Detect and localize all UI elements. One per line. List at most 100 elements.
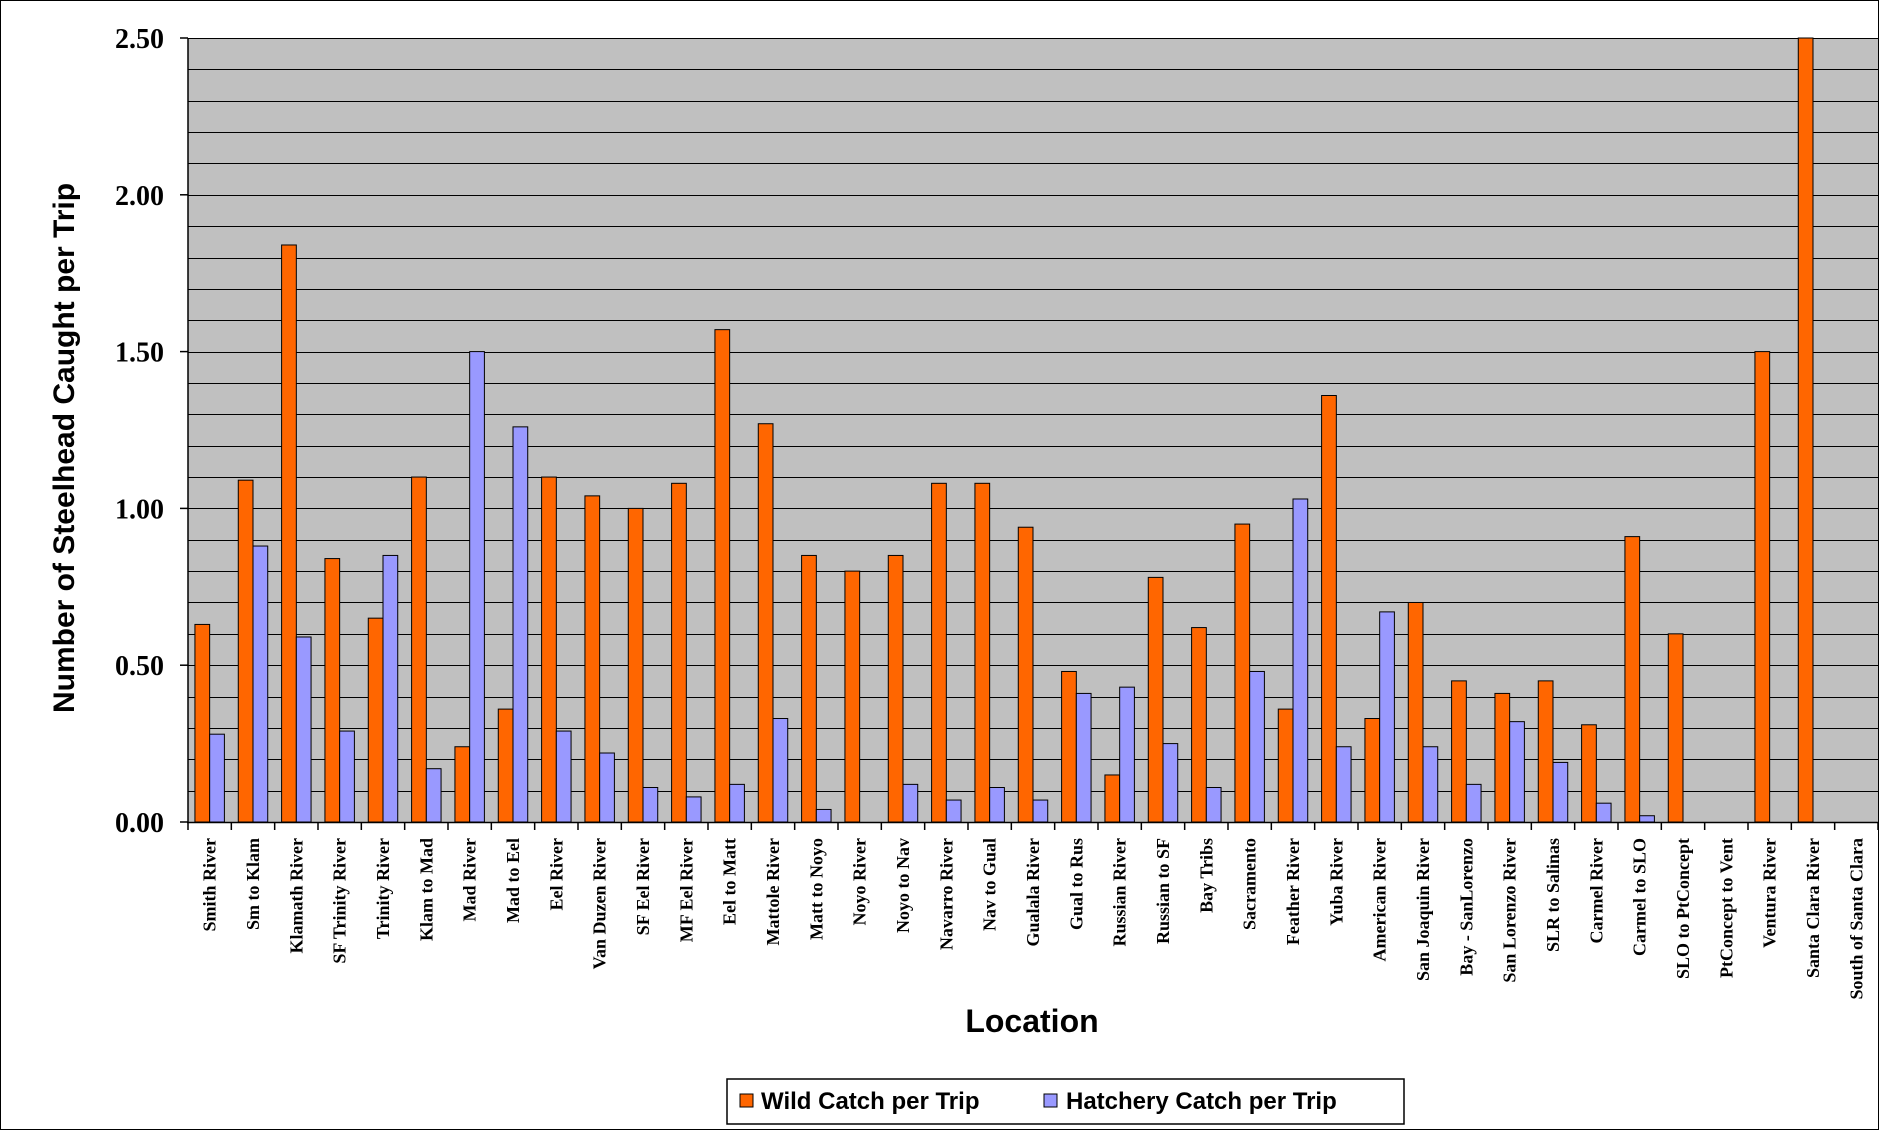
bar-hatchery — [1639, 815, 1655, 823]
bar-wild — [714, 329, 731, 823]
bar-hatchery — [295, 636, 312, 823]
bar-hatchery — [555, 730, 572, 823]
x-tick-label: San Lorenzo River — [1500, 838, 1520, 983]
bar-hatchery — [729, 783, 745, 823]
x-tick-label: Van Duzen River — [590, 838, 610, 969]
y-axis-ticks: 0.00 0.50 1.00 1.50 2.00 2.50 — [115, 24, 188, 839]
bar-wild — [757, 423, 774, 823]
x-tick-label: American River — [1370, 838, 1390, 961]
x-axis-ticks: Smith River Sm to Klam Klamath River SF Tri… — [187, 822, 1879, 1000]
bar-hatchery — [1335, 746, 1352, 823]
bar-hatchery — [1205, 787, 1222, 823]
legend: Wild Catch per Trip Hatchery Catch per T… — [726, 1078, 1405, 1125]
y-axis-title: Number of Steelhead Caught per Trip — [48, 183, 81, 713]
y-tick-label: 0.00 — [115, 808, 164, 839]
bar-wild — [1581, 724, 1597, 823]
x-tick-label: Mad to Eel — [503, 838, 523, 923]
x-tick-label: Bay Tribs — [1196, 838, 1216, 913]
bar-hatchery — [989, 787, 1005, 823]
bar-wild — [1321, 395, 1337, 823]
x-tick-label: Eel to Matt — [720, 838, 740, 925]
bar-wild — [1407, 601, 1424, 823]
bar-hatchery — [1119, 686, 1135, 823]
y-tick-label: 1.00 — [115, 494, 164, 525]
bar-hatchery — [945, 799, 962, 823]
x-tick-label: Sm to Klam — [243, 838, 263, 930]
bar-hatchery — [772, 718, 789, 823]
bar-hatchery — [1249, 670, 1265, 823]
bar-wild — [1061, 670, 1077, 823]
legend-label-hatchery: Hatchery Catch per Trip — [1066, 1088, 1337, 1115]
bar-wild — [1104, 774, 1121, 823]
x-tick-label: SF Trinity River — [330, 838, 350, 964]
bar-wild — [367, 617, 384, 823]
bar-wild — [1754, 351, 1771, 823]
bar-wild — [324, 558, 341, 823]
bar-hatchery — [1509, 721, 1525, 823]
bar-wild — [671, 482, 687, 823]
bar-wild — [1537, 680, 1554, 823]
x-tick-label: SF Eel River — [633, 838, 653, 935]
bars — [194, 37, 1814, 823]
bar-hatchery — [252, 545, 269, 823]
bar-wild — [627, 507, 644, 823]
x-tick-label: SLO to PtConcept — [1673, 838, 1693, 979]
bar-hatchery — [599, 752, 615, 823]
x-tick-label: Eel River — [546, 838, 566, 910]
bar-hatchery — [469, 351, 485, 823]
x-tick-label: Noyo River — [850, 838, 870, 925]
bar-wild — [887, 554, 904, 823]
x-tick-label: Smith River — [200, 838, 220, 932]
x-tick-label: Feather River — [1283, 838, 1303, 945]
x-tick-label: SLR to Salinas — [1543, 838, 1563, 952]
x-tick-label: Russian to SF — [1153, 838, 1173, 944]
y-tick-label: 2.50 — [115, 24, 164, 55]
x-tick-label: Yuba River — [1326, 838, 1346, 926]
bar-wild — [931, 482, 947, 823]
bar-hatchery — [209, 733, 225, 823]
x-tick-label: South of Santa Clara — [1846, 838, 1866, 1000]
bar-wild — [1234, 523, 1251, 823]
x-tick-label: Mad River — [460, 838, 480, 921]
bar-wild — [281, 244, 297, 823]
x-tick-label: Gualala River — [1023, 838, 1043, 947]
x-tick-label: Sacramento — [1240, 838, 1260, 930]
bar-wild — [1451, 680, 1467, 823]
bar-hatchery — [1162, 743, 1179, 823]
x-tick-label: Klamath River — [286, 838, 306, 953]
x-tick-label: Bay - SanLorenzo — [1456, 838, 1476, 976]
bar-hatchery — [642, 787, 659, 823]
x-tick-label: PtConcept to Vent — [1716, 838, 1736, 978]
x-tick-label: Carmel River — [1586, 838, 1606, 943]
x-tick-label: Santa Clara River — [1803, 838, 1823, 978]
bar-hatchery — [1465, 783, 1482, 823]
bar-wild — [541, 476, 557, 823]
x-tick-label: MF Eel River — [676, 838, 696, 942]
x-tick-label: Navarro River — [936, 838, 956, 950]
x-tick-label: Carmel to SLO — [1630, 838, 1650, 956]
bar-hatchery — [685, 796, 702, 823]
bar-wild — [1017, 526, 1034, 823]
x-tick-label: Noyo to Nav — [893, 838, 913, 933]
legend-label-wild: Wild Catch per Trip — [761, 1088, 979, 1115]
bar-hatchery — [1422, 746, 1439, 823]
bar-wild — [1364, 718, 1381, 823]
axes — [187, 38, 1878, 824]
bar-wild — [801, 554, 817, 823]
bar-hatchery — [339, 730, 355, 823]
x-tick-label: San Joaquin River — [1413, 838, 1433, 981]
x-tick-label: Gual to Rus — [1066, 838, 1086, 930]
bar-wild — [1667, 633, 1684, 823]
bar-wild — [194, 623, 211, 823]
bar-wild — [454, 746, 471, 823]
bar-hatchery — [382, 554, 399, 823]
x-tick-label: Russian River — [1110, 838, 1130, 947]
bar-wild — [974, 482, 991, 823]
y-tick-label: 0.50 — [115, 651, 164, 682]
x-tick-label: Matt to Noyo — [806, 838, 826, 940]
bar-wild — [497, 708, 514, 823]
bar-wild — [237, 479, 254, 823]
bar-wild — [844, 570, 861, 823]
y-tick-label: 2.00 — [115, 181, 164, 212]
